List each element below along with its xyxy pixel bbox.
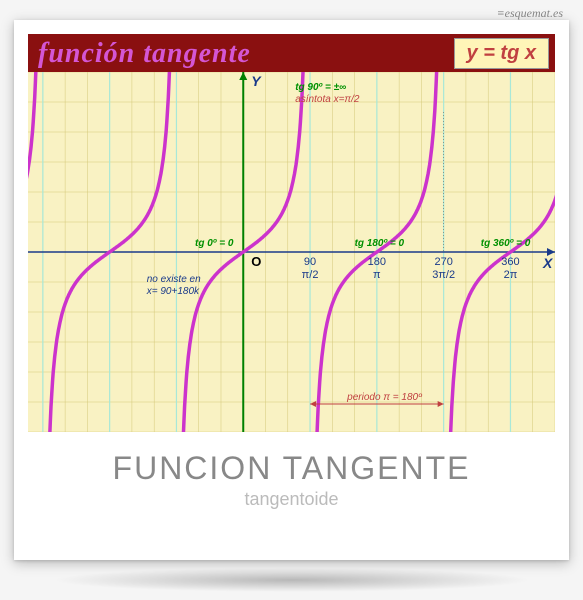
svg-text:x= 90+180k: x= 90+180k [146,286,200,297]
drop-shadow [52,568,532,592]
formula-box: y = tg x [454,38,549,69]
svg-text:90: 90 [304,256,316,268]
svg-text:tg 180º = 0: tg 180º = 0 [355,238,405,249]
plot-area: 90π/2 180π 2703π/2 3602π O X Ytg 90º = ±∞asínt… [28,72,555,432]
svg-text:asíntota x=π/2: asíntota x=π/2 [295,94,360,105]
svg-text:π/2: π/2 [302,269,319,281]
svg-text:O: O [251,254,261,269]
polaroid-frame: función tangente y = tg x 90π/2 180π 2703π… [14,20,569,560]
caption-sub: tangentoide [28,489,555,510]
svg-text:tg 360º = 0: tg 360º = 0 [481,238,531,249]
svg-text:X: X [542,255,554,271]
caption-area: FUNCION TANGENTE tangentoide [28,450,555,510]
svg-text:180: 180 [368,256,386,268]
svg-text:periodo π = 180º: periodo π = 180º [346,392,423,403]
svg-text:π: π [373,269,381,281]
svg-text:tg 90º = ±∞: tg 90º = ±∞ [295,82,346,93]
svg-text:no existe en: no existe en [147,274,201,285]
svg-text:Y: Y [251,73,262,89]
watermark-text: ≡esquemat.es [497,6,563,21]
svg-text:tg 0º = 0: tg 0º = 0 [195,238,234,249]
svg-text:2π: 2π [504,269,518,281]
svg-text:3π/2: 3π/2 [432,269,455,281]
svg-text:270: 270 [434,256,452,268]
caption-main: FUNCION TANGENTE [28,450,555,487]
chart-container: función tangente y = tg x 90π/2 180π 2703π… [28,34,555,432]
chart-title: función tangente [38,38,251,70]
svg-text:360: 360 [501,256,519,268]
chart-header: función tangente y = tg x [28,34,555,72]
